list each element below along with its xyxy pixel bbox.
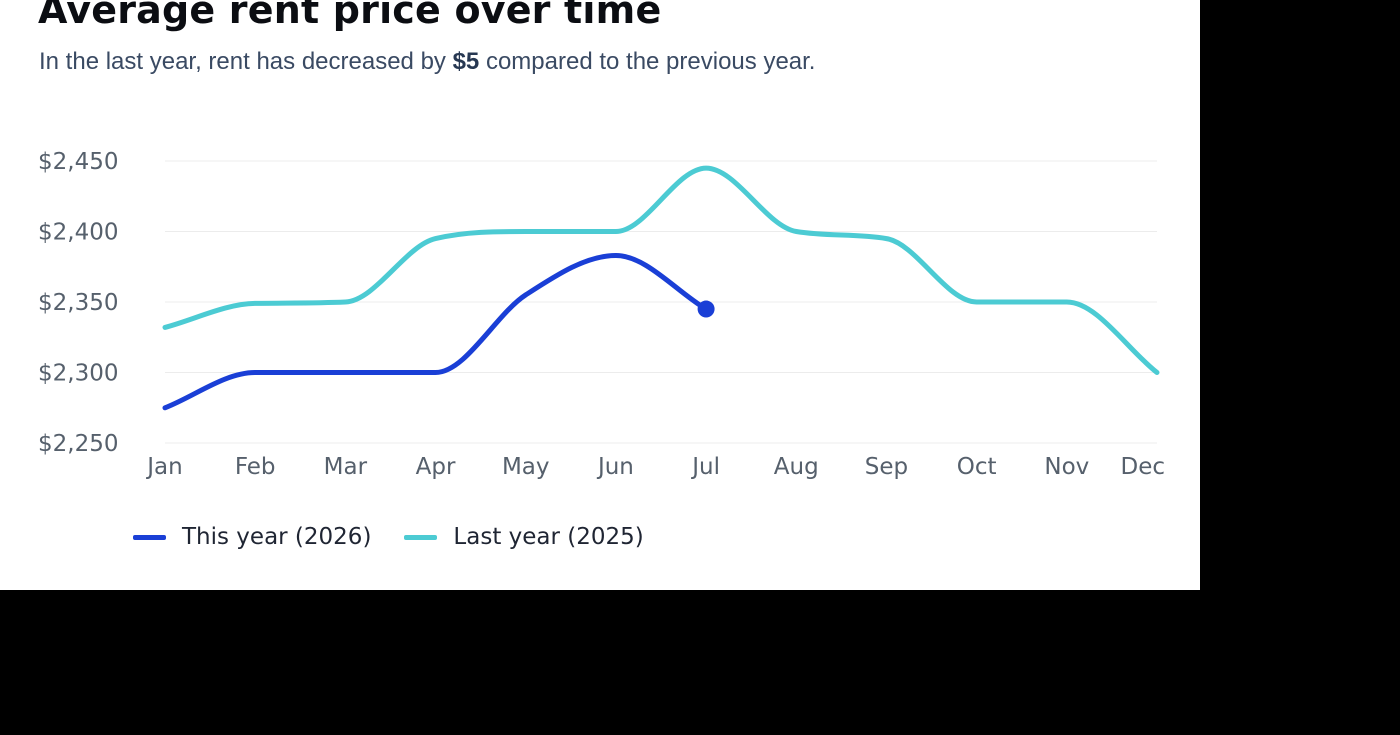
- x-tick-label: Jun: [596, 454, 634, 480]
- x-tick-label: Jul: [690, 454, 720, 480]
- legend-item-last-year[interactable]: Last year (2025): [404, 524, 644, 550]
- y-tick-label: $2,350: [38, 290, 118, 316]
- x-tick-label: Dec: [1120, 454, 1165, 480]
- x-tick-label: May: [502, 454, 550, 480]
- legend-label-last-year: Last year (2025): [453, 524, 644, 550]
- y-tick-label: $2,250: [38, 431, 118, 457]
- series-line-this-year[interactable]: [162, 253, 709, 411]
- rent-line-chart: $2,250 $2,300 $2,350 $2,400 $2,450 Jan Feb Mar…: [38, 149, 1165, 480]
- x-tick-label: Apr: [416, 454, 456, 480]
- legend-label-this-year: This year (2026): [182, 524, 372, 550]
- subtitle-highlight-amount: $5: [452, 48, 480, 75]
- y-tick-label: $2,300: [38, 361, 118, 387]
- page-title: Average rent price over time: [38, 0, 662, 32]
- x-tick-label: Jan: [145, 454, 182, 480]
- chart-card: Average rent price over time In the last…: [0, 0, 1200, 590]
- y-tick-label: $2,450: [38, 149, 118, 175]
- x-tick-label: Feb: [235, 454, 276, 480]
- x-tick-label: Mar: [324, 454, 368, 480]
- x-axis-labels: Jan Feb Mar Apr May Jun Jul Aug Sep Oct Nov Dec: [145, 454, 1165, 480]
- chart-legend: This year (2026) Last year (2025): [133, 524, 677, 550]
- legend-item-this-year[interactable]: This year (2026): [133, 524, 371, 550]
- series-lines: [162, 165, 1160, 411]
- subtitle-text-start: In the last year, rent has decreased by: [39, 48, 453, 75]
- series-line-last-year[interactable]: [162, 165, 1160, 375]
- y-axis-labels: $2,250 $2,300 $2,350 $2,400 $2,450: [38, 149, 118, 457]
- x-tick-label: Aug: [774, 454, 819, 480]
- series-end-point-this-year[interactable]: [697, 300, 715, 318]
- y-tick-label: $2,400: [38, 220, 118, 246]
- subtitle-text-end: compared to the previous year.: [479, 48, 816, 75]
- x-tick-label: Sep: [865, 454, 908, 480]
- legend-swatch-last-year: [404, 534, 438, 540]
- x-tick-label: Nov: [1044, 454, 1089, 480]
- x-tick-label: Oct: [957, 454, 997, 480]
- page-subtitle: In the last year, rent has decreased by …: [39, 46, 815, 78]
- legend-swatch-this-year: [133, 534, 166, 540]
